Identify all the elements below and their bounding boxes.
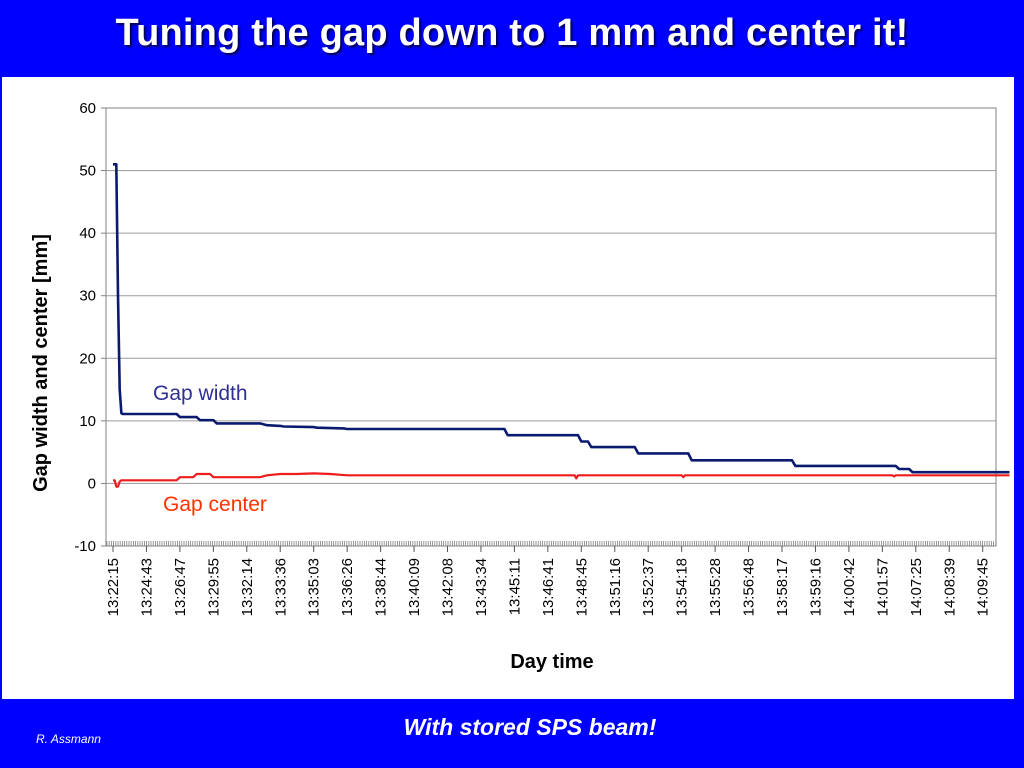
x-tick-label: 13:32:14 — [239, 558, 256, 616]
gridlines — [101, 107, 996, 547]
x-tick-label: 13:35:03 — [306, 558, 323, 616]
x-tick-label: 14:07:25 — [908, 558, 925, 616]
series-line-gap-width — [113, 163, 1010, 474]
series-label-gap-center: Gap center — [163, 493, 267, 516]
x-tick-label: 13:43:34 — [473, 558, 490, 616]
x-tick-labels: 13:22:15 13:24:43 13:26:47 13:29:55 13:32:14… — [105, 546, 992, 616]
footer-note: With stored SPS beam! — [403, 714, 657, 740]
x-minor-ticks — [106, 541, 997, 546]
x-tick-label: 13:48:45 — [573, 558, 590, 616]
y-tick-label: 40 — [79, 225, 96, 242]
y-tick-label: 50 — [79, 163, 96, 180]
series-layer — [113, 163, 1010, 488]
x-tick-label: 13:55:28 — [707, 558, 724, 616]
series-label-gap-width: Gap width — [153, 382, 248, 405]
y-tick-labels: -10 0 10 20 30 40 50 60 — [74, 100, 96, 555]
series-line-gap-center — [113, 472, 1010, 488]
y-axis-title: Gap width and center [mm] — [30, 234, 52, 492]
plot-area — [105, 107, 997, 547]
x-tick-label: 13:33:36 — [272, 558, 289, 616]
x-axis-title: Day time — [510, 651, 593, 673]
x-tick-label: 13:29:55 — [205, 558, 222, 616]
y-tick-label: 60 — [79, 100, 96, 117]
slide-title: Tuning the gap down to 1 mm and center i… — [115, 12, 909, 54]
x-tick-label: 13:52:37 — [640, 558, 657, 616]
y-tick-label: 20 — [79, 350, 96, 367]
author-credit: R. Assmann — [36, 732, 101, 746]
x-tick-label: 14:09:45 — [975, 558, 992, 616]
x-tick-label: 13:36:26 — [339, 558, 356, 616]
y-tick-label: 0 — [88, 475, 96, 492]
line-chart: -10 0 10 20 30 40 50 60 13:22:15 13:24:43 13:26:4… — [30, 100, 1010, 673]
x-tick-label: 13:22:15 — [105, 558, 122, 616]
y-tick-label: 10 — [79, 413, 96, 430]
x-tick-label: 13:46:41 — [540, 558, 557, 616]
x-tick-label: 13:56:48 — [741, 558, 758, 616]
chart-panel: -10 0 10 20 30 40 50 60 13:22:15 13:24:43 13:26:4… — [2, 77, 1014, 699]
y-tick-label: -10 — [74, 538, 96, 555]
x-tick-label: 14:00:42 — [841, 558, 858, 616]
x-tick-label: 13:24:43 — [138, 558, 155, 616]
x-tick-label: 13:38:44 — [373, 558, 390, 616]
x-tick-label: 13:51:16 — [607, 558, 624, 616]
x-tick-label: 13:58:17 — [774, 558, 791, 616]
x-tick-label: 13:59:16 — [807, 558, 824, 616]
x-tick-label: 14:01:57 — [874, 558, 891, 616]
x-tick-label: 13:45:11 — [506, 558, 523, 615]
x-tick-label: 14:08:39 — [941, 558, 958, 616]
x-tick-label: 13:54:18 — [674, 558, 691, 616]
y-tick-label: 30 — [79, 288, 96, 305]
x-tick-label: 13:40:09 — [406, 558, 423, 616]
x-tick-label: 13:26:47 — [172, 558, 189, 616]
x-tick-label: 13:42:08 — [440, 558, 457, 616]
